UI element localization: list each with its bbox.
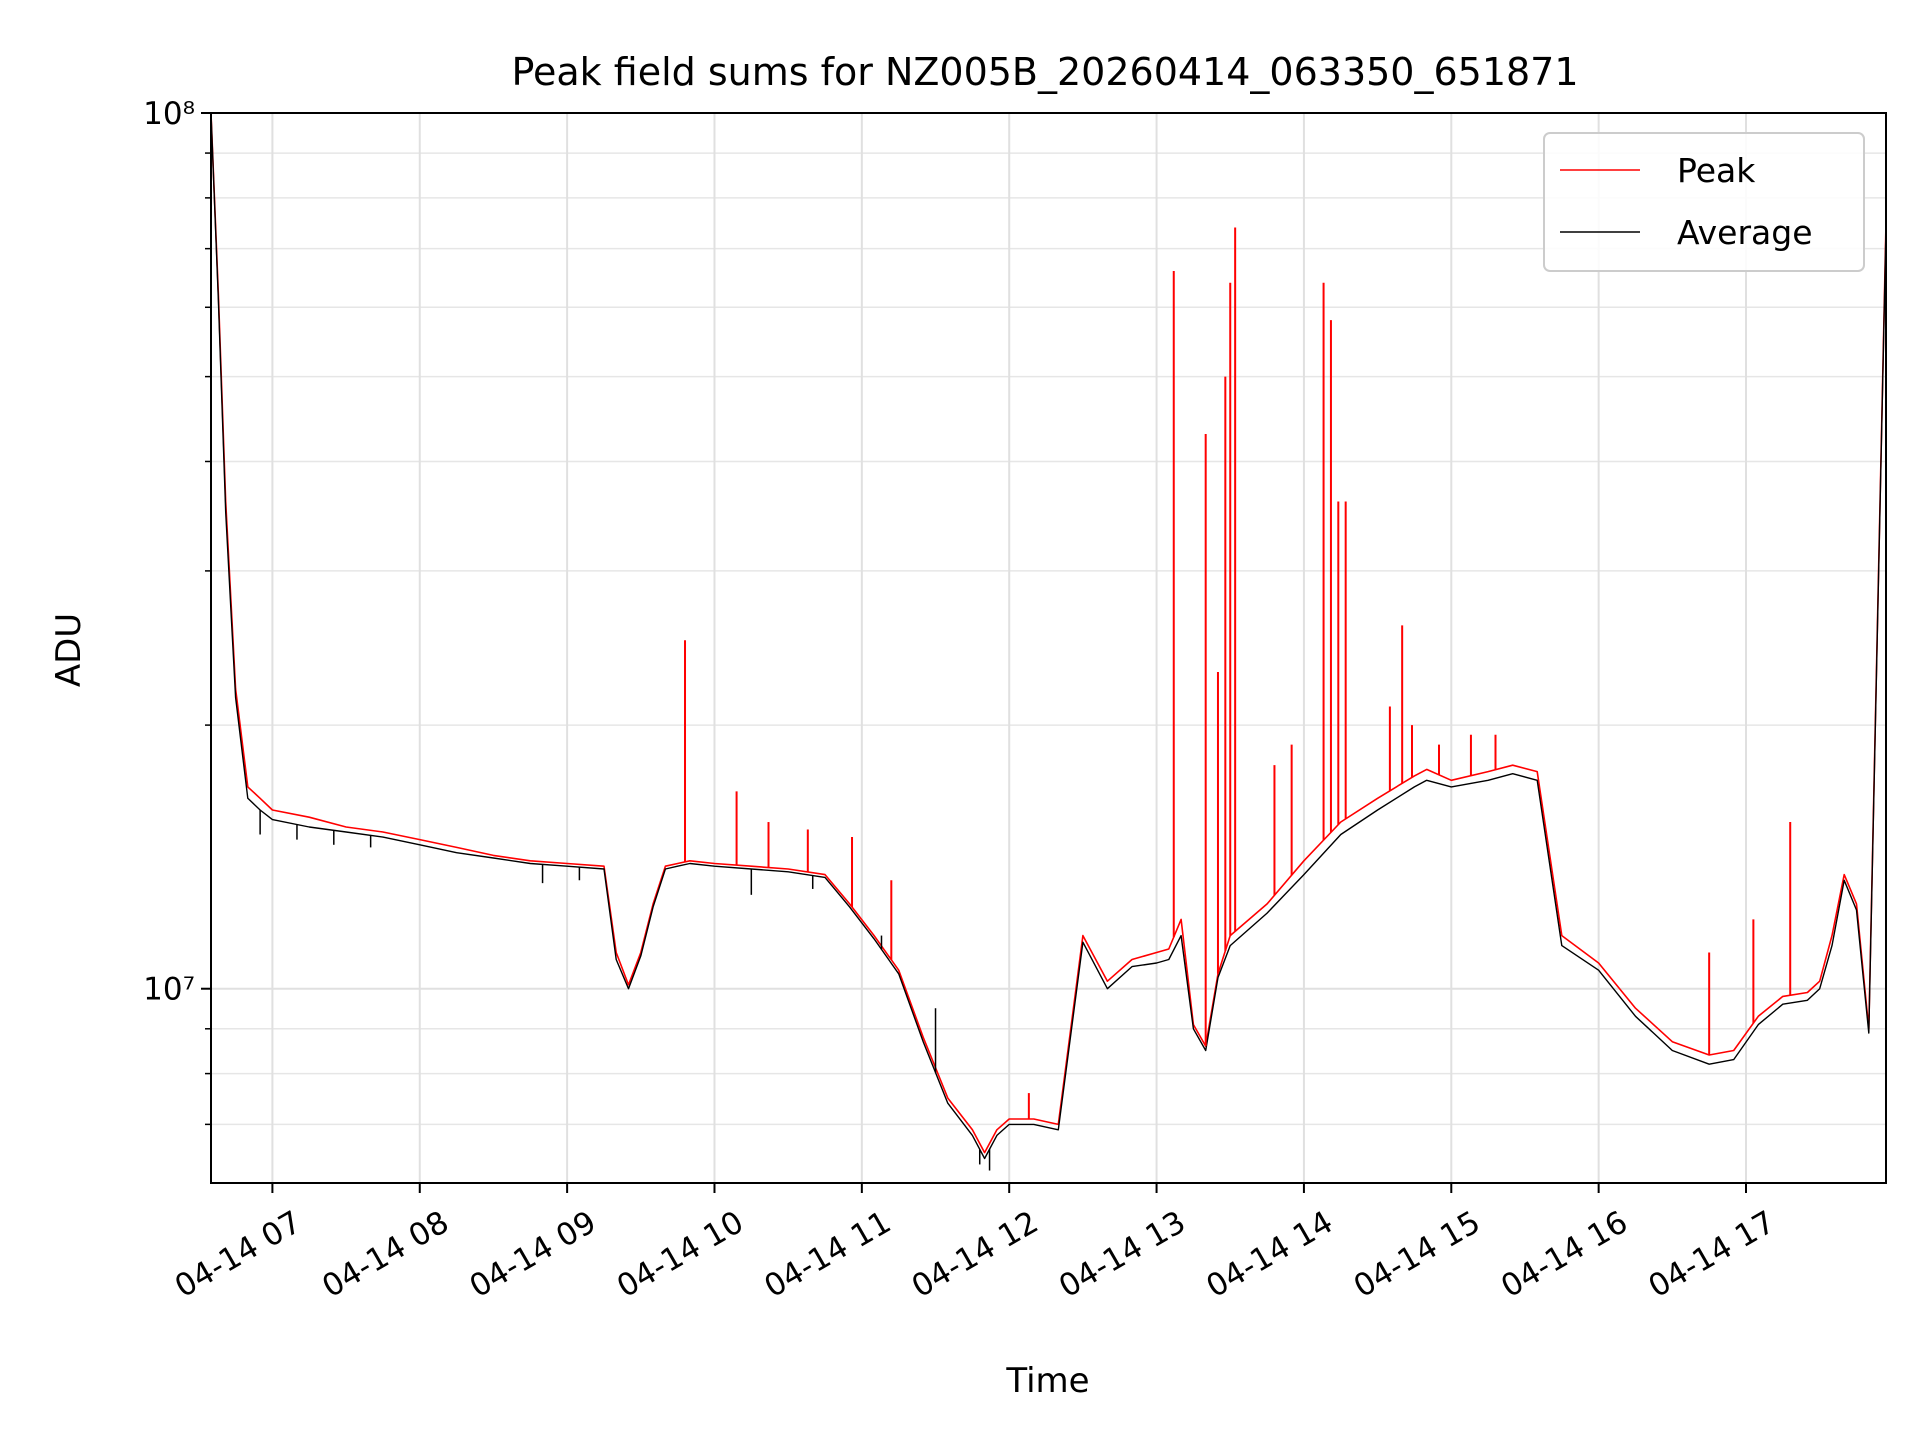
chart-title: Peak field sums for NZ005B_20260414_0633… [511,50,1578,94]
legend: Peak Average [1543,132,1865,272]
plot-area [210,112,1887,1171]
y-axis-label: ADU [49,613,89,687]
y-tick-label: 10⁷ [143,972,195,1008]
x-axis-label: Time [1005,1361,1089,1401]
legend-label-average: Average [1677,213,1813,252]
series-average-line [210,112,1887,1160]
y-tick-label: 10⁸ [143,96,195,132]
y-axis: 10⁷ 10⁸ [143,96,211,1126]
legend-box [1543,132,1865,272]
legend-label-peak: Peak [1677,151,1756,190]
plot-frame [210,112,1887,1184]
series-peak-line [210,112,1887,1154]
